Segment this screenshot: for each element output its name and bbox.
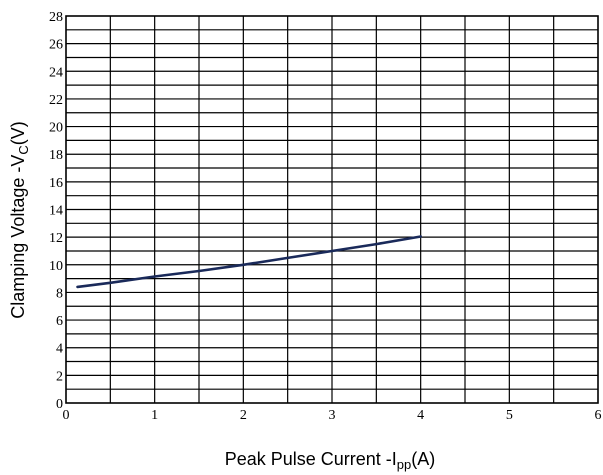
y-tick-label: 12 <box>49 231 63 246</box>
y-tick-label: 14 <box>49 204 63 219</box>
x-axis-title-unit: (A) <box>411 449 435 469</box>
series-line <box>76 235 422 289</box>
x-axis-title: Peak Pulse Current -Ipp(A) <box>225 449 436 472</box>
x-tick-label: 0 <box>63 408 70 423</box>
plot-frame <box>65 15 599 404</box>
y-axis-title: Clamping Voltage -VC(V) <box>8 121 31 318</box>
x-axis-title-subscript: pp <box>397 457 411 472</box>
x-tick-label: 1 <box>151 408 158 423</box>
x-tick-label: 3 <box>329 408 336 423</box>
x-axis-title-main: Peak Pulse Current -I <box>225 449 397 469</box>
y-tick-label: 28 <box>49 10 63 25</box>
y-axis-title-subscript: C <box>16 145 31 154</box>
x-tick-label: 4 <box>417 408 424 423</box>
x-tick-label: 2 <box>240 408 247 423</box>
y-tick-label: 0 <box>56 397 63 412</box>
x-tick-labels: 0 1 2 3 4 5 6 <box>63 408 602 423</box>
y-tick-label: 10 <box>49 259 63 274</box>
y-tick-label: 18 <box>49 148 63 163</box>
y-tick-label: 20 <box>49 121 63 136</box>
y-tick-label: 24 <box>49 65 63 80</box>
series-layer <box>76 235 422 289</box>
y-tick-label: 22 <box>49 93 63 108</box>
y-tick-label: 6 <box>56 314 63 329</box>
grid <box>66 16 598 403</box>
x-tick-label: 6 <box>595 408 602 423</box>
y-axis-title-main: Clamping Voltage -V <box>8 155 28 319</box>
y-tick-label: 4 <box>56 342 63 357</box>
y-tick-label: 16 <box>49 176 63 191</box>
y-axis-title-unit: (V) <box>8 121 28 145</box>
y-tick-label: 8 <box>56 286 63 301</box>
y-tick-label: 26 <box>49 38 63 53</box>
y-tick-label: 2 <box>56 369 63 384</box>
x-tick-label: 5 <box>506 408 513 423</box>
